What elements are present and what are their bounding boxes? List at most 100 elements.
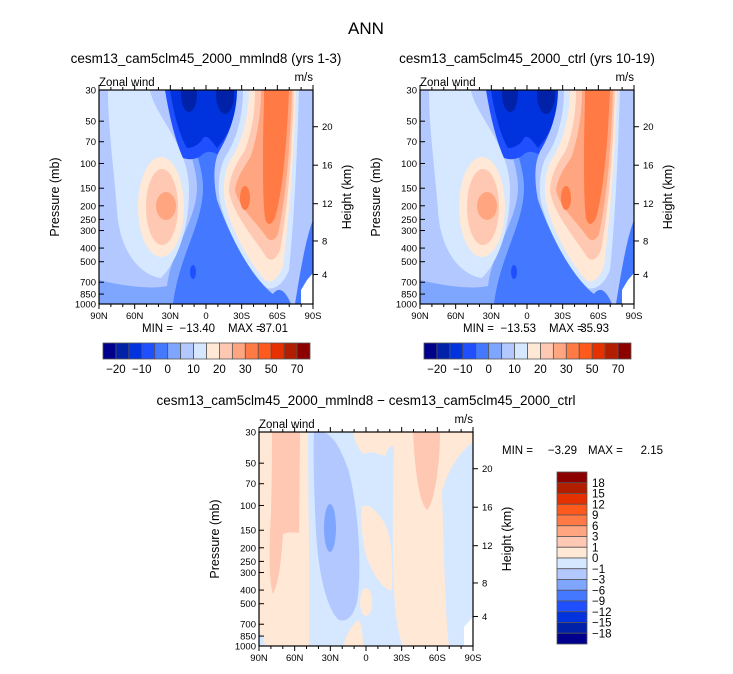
colorbar-box xyxy=(604,342,619,360)
units-string: m/s xyxy=(615,72,634,84)
y-tick-label: 150 xyxy=(240,526,256,537)
panel1-minmax: MIN = −13.40 MAX = 37.01 xyxy=(142,323,288,335)
colorbar-label: −3 xyxy=(592,575,605,587)
x-tick-label: 0 xyxy=(524,311,529,322)
contour-region xyxy=(511,265,517,279)
y-tick-label: 30 xyxy=(85,86,96,97)
colorbar-label: 70 xyxy=(612,364,625,376)
colorbar-box xyxy=(462,342,477,360)
colorbar-box xyxy=(257,342,272,360)
colorbar-label: −10 xyxy=(132,364,152,376)
height-axis-label: Height (km) xyxy=(500,507,514,572)
colorbar-box xyxy=(514,342,528,360)
x-tick-label: 90S xyxy=(626,311,643,322)
colorbar-label: 20 xyxy=(213,364,226,376)
colorbar-box xyxy=(556,600,588,613)
contour-region xyxy=(240,186,250,210)
y-tick-label: 100 xyxy=(401,159,417,170)
min-value: −13.53 xyxy=(501,323,537,335)
colorbar-label: −1 xyxy=(592,564,605,576)
min-value: −13.40 xyxy=(180,323,216,335)
colorbar-label: −12 xyxy=(592,607,612,619)
y-tick-label: 200 xyxy=(240,543,256,554)
height-tick-label: 12 xyxy=(482,541,493,552)
colorbar-box xyxy=(556,482,588,494)
colorbar-label: −18 xyxy=(592,628,612,640)
panel-mmlnd8: 90N 60N 30N 0 30S 60S 90S 30 50 70 100 150 200 250300… xyxy=(48,72,354,322)
colorbar-box xyxy=(475,342,490,360)
x-tick-label: 30S xyxy=(554,311,571,322)
min-label: MIN = xyxy=(502,445,533,457)
height-tick-label: 4 xyxy=(643,270,648,281)
colorbar-box xyxy=(556,536,588,548)
x-tick-label: 90N xyxy=(90,311,108,322)
height-axis-label: Height (km) xyxy=(661,165,675,230)
x-tick-label: 60S xyxy=(590,311,607,322)
colorbar-box xyxy=(540,342,554,360)
colorbar-box xyxy=(283,342,298,360)
panel3-title: cesm13_cam5clm45_2000_mmlnd8 − cesm13_ca… xyxy=(156,393,575,408)
colorbar-box xyxy=(552,342,567,360)
units-string: m/s xyxy=(454,414,473,426)
colorbar-label: 6 xyxy=(592,521,598,533)
colorbar-panel1: −20 −10 0 10 20 30 50 70 xyxy=(102,342,311,376)
x-tick-label: 30S xyxy=(393,653,410,664)
y-tick-label: 1000 xyxy=(396,300,417,311)
y-tick-label: 700 xyxy=(401,278,417,289)
contour-region xyxy=(584,90,610,224)
colorbar-label: 1 xyxy=(592,542,598,554)
colorbar-label: 0 xyxy=(485,364,491,376)
contour-region xyxy=(477,192,497,220)
max-label: MAX = xyxy=(588,445,623,457)
height-tick-label: 16 xyxy=(482,503,493,514)
height-tick-label: 20 xyxy=(482,464,493,475)
y-tick-label: 50 xyxy=(406,117,417,128)
colorbar-box xyxy=(556,503,588,516)
height-tick-label: 12 xyxy=(643,199,654,210)
x-tick-label: 0 xyxy=(363,653,368,664)
contour-region xyxy=(622,273,634,304)
colorbar-label: −15 xyxy=(592,618,612,630)
y-tick-label: 100 xyxy=(240,501,256,512)
height-tick-label: 4 xyxy=(482,612,487,623)
colorbar-label: 10 xyxy=(187,364,200,376)
colorbar-label: 30 xyxy=(239,364,252,376)
max-label: MAX = xyxy=(228,323,263,335)
min-label: MIN = xyxy=(463,323,494,335)
y-tick-label: 300 xyxy=(401,226,417,237)
colorbar-label: 0 xyxy=(164,364,170,376)
colorbar-box xyxy=(556,514,588,527)
height-tick-label: 12 xyxy=(322,199,333,210)
contour-region xyxy=(361,505,393,591)
colorbar-label: 3 xyxy=(592,532,598,544)
contour-region xyxy=(502,90,518,112)
units-string: m/s xyxy=(294,72,313,84)
contour-fill xyxy=(420,90,634,304)
contour-region xyxy=(190,265,196,279)
contour-region xyxy=(301,273,313,304)
contour-region xyxy=(216,90,234,114)
panel-ctrl: 90N 60N 30N 0 30S 60S 90S 30 50 70 100 150 200 250300… xyxy=(369,72,675,322)
y-tick-label: 70 xyxy=(85,137,96,148)
y-tick-label: 850 xyxy=(80,290,96,301)
colorbar-box xyxy=(556,632,588,645)
height-tick-label: 20 xyxy=(643,122,654,133)
y-tick-label: 700 xyxy=(80,278,96,289)
y-tick-label: 500 xyxy=(240,599,256,610)
contour-region xyxy=(313,432,360,621)
colorbar-label: 9 xyxy=(592,510,598,522)
colorbar-box xyxy=(231,342,246,360)
colorbar-box xyxy=(527,342,541,360)
colorbar-box xyxy=(180,342,194,360)
max-value: 35.93 xyxy=(580,323,609,335)
height-tick-label: 16 xyxy=(643,161,654,172)
colorbar-box xyxy=(102,342,117,360)
colorbar-box xyxy=(167,342,182,360)
colorbar-label: 18 xyxy=(592,478,605,490)
panel3-minmax: MIN = −3.29 MAX = 2.15 xyxy=(502,445,663,457)
y-tick-label: 50 xyxy=(245,459,256,470)
colorbar-panel2: −20 −10 0 10 20 30 50 70 xyxy=(423,342,632,376)
contour-fill xyxy=(259,432,473,646)
colorbar-box xyxy=(141,342,156,360)
